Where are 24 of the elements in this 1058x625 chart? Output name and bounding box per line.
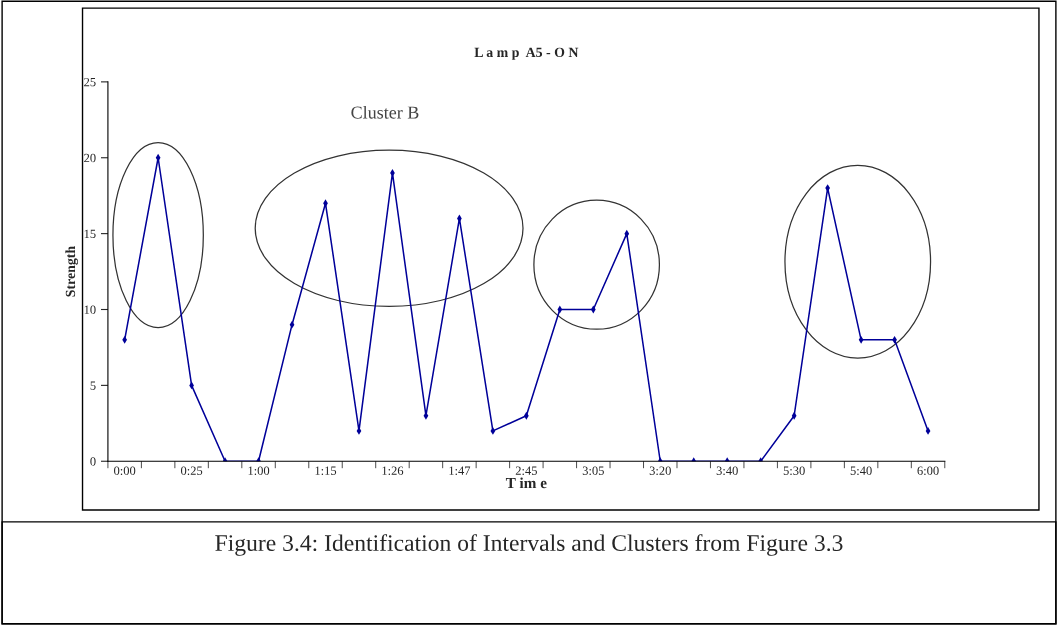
x-tick-label: 3:20 <box>649 466 671 475</box>
x-tick-label: 0:00 <box>114 466 136 475</box>
y-tick-label: 10 <box>84 305 96 314</box>
x-tick-label: 5:30 <box>783 466 805 475</box>
x-tick-label: 1:26 <box>382 466 404 475</box>
x-tick-label: 6:00 <box>917 466 939 475</box>
y-axis-title: Strength <box>65 246 79 297</box>
chart-title: L a m p A5 - O N <box>474 47 579 60</box>
annotation: Cluster B <box>351 105 419 119</box>
x-tick-label: 3:40 <box>716 466 738 475</box>
y-tick-label: 0 <box>90 457 96 466</box>
y-tick-label: 20 <box>84 153 96 163</box>
y-tick-label: 5 <box>90 381 96 390</box>
x-tick-label: 2:45 <box>515 466 537 475</box>
caption: Figure 3.4: Identification of Intervals and Clusters from Figure 3.3 <box>215 534 843 556</box>
x-tick-label: 3:05 <box>582 466 604 475</box>
x-axis-title: T im e <box>505 477 547 489</box>
y-tick-label: 25 <box>84 77 96 87</box>
y-tick-label: 15 <box>84 229 96 239</box>
x-tick-label: 5:40 <box>850 466 872 475</box>
x-tick-label: 1:47 <box>449 466 471 475</box>
x-tick-label: 1:00 <box>248 466 270 475</box>
x-tick-label: 0:25 <box>180 466 203 475</box>
x-tick-label: 1:15 <box>315 466 337 475</box>
